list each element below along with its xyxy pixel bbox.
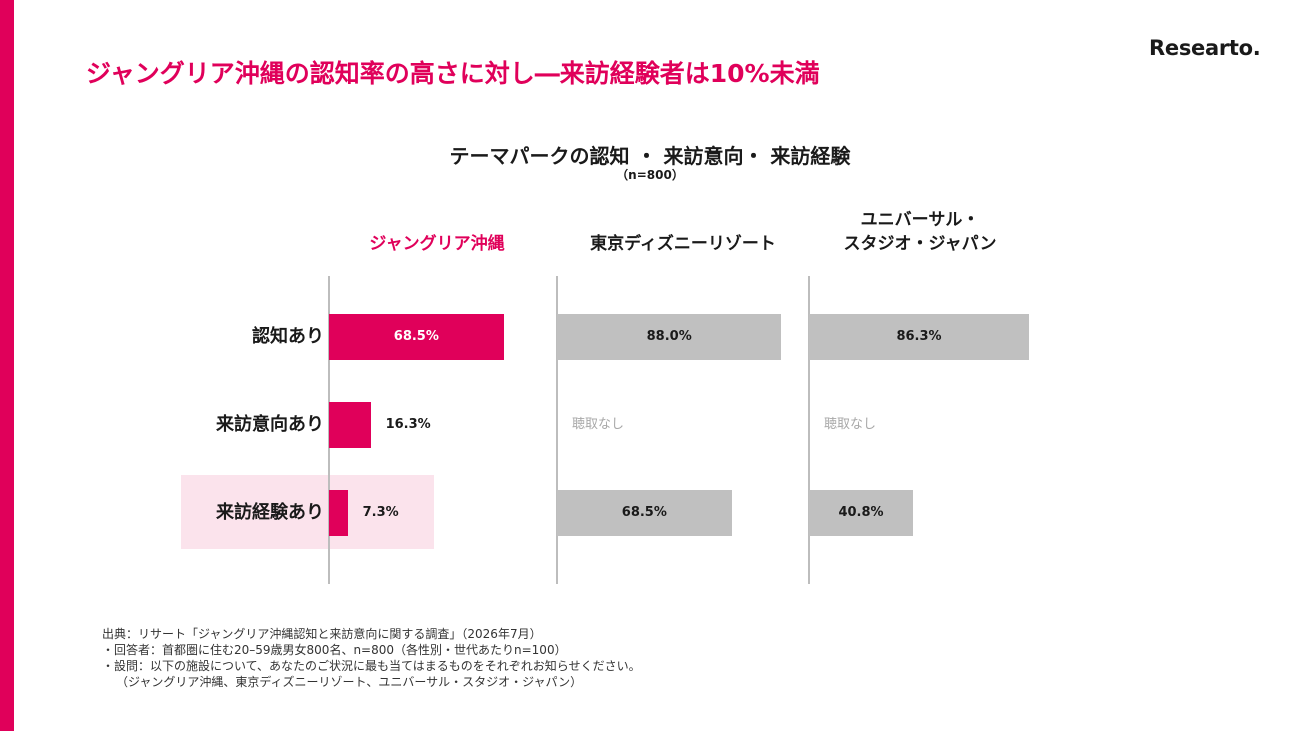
bar (809, 490, 914, 536)
data-label: 86.3% (896, 329, 942, 344)
bar (809, 314, 1030, 360)
data-label: 88.0% (646, 329, 692, 344)
bar (329, 490, 348, 536)
not-asked-label: 聴取なし (572, 417, 625, 432)
bar (329, 402, 371, 448)
data-label: 7.3% (362, 505, 399, 520)
axis-line (556, 276, 558, 584)
chart-subtitle: （n=800） (616, 168, 684, 182)
data-label: 16.3% (385, 417, 431, 432)
group-title: ユニバーサル・ スタジオ・ジャパン (843, 210, 997, 254)
axis-line (808, 276, 810, 584)
data-label: 68.5% (393, 329, 439, 344)
footnote-facilities: （ジャングリア沖縄、東京ディズニーリゾート、ユニバーサル・スタジオ・ジャパン） (116, 675, 583, 689)
data-label: 68.5% (621, 505, 667, 520)
bar (557, 490, 732, 536)
highlight-row-band (181, 475, 434, 549)
bar (557, 314, 782, 360)
page-title: ジャングリア沖縄の認知率の高さに対し―来訪経験者は10%未満 (86, 59, 820, 88)
group-title: 東京ディズニーリゾート (590, 234, 776, 254)
footnote-respondents: ・回答者：首都圏に住む20–59歳男女800名、n=800（各性別・世代あたりn… (102, 643, 567, 657)
bar (329, 314, 504, 360)
data-label: 40.8% (838, 505, 884, 520)
brand-logo: Researto. (1149, 36, 1261, 60)
row-label: 認知あり (252, 326, 324, 347)
row-label: 来訪意向あり (216, 414, 324, 435)
footnote-question: ・設問：以下の施設について、あなたのご状況に最も当てはまるものをそれぞれお知らせ… (102, 659, 641, 673)
accent-bar (0, 0, 14, 731)
row-label: 来訪経験あり (216, 502, 324, 523)
footnote: 出典：リサート「ジャングリア沖縄認知と来訪意向に関する調査」（2026年7月） … (102, 626, 641, 690)
footnote-source: 出典：リサート「ジャングリア沖縄認知と来訪意向に関する調査」（2026年7月） (102, 627, 542, 641)
chart-title: テーマパークの認知 ・ 来訪意向・ 来訪経験 (449, 144, 851, 168)
group-title: ジャングリア沖縄 (369, 234, 505, 254)
not-asked-label: 聴取なし (824, 417, 877, 432)
